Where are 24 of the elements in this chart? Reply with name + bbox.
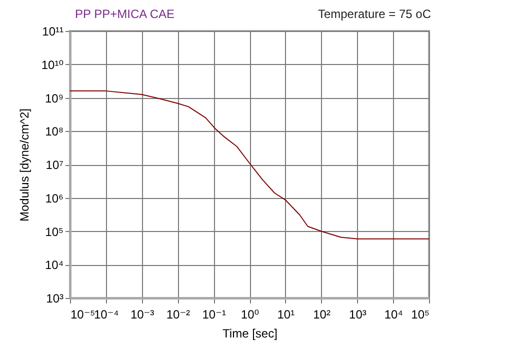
x-tick-label: 10⁻³ (130, 308, 154, 322)
y-tick-label: 10⁶ (45, 191, 64, 206)
x-tick-label: 10³ (349, 308, 366, 322)
x-tick-label: 10⁻¹ (202, 308, 226, 322)
y-tick-label: 10⁵ (45, 224, 64, 239)
text: Temperature = 75 oC (318, 7, 432, 21)
x-axis-title: Time [sec] (222, 326, 278, 340)
y-tick-label: 10⁴ (44, 258, 64, 272)
x-tick-label: 10⁵ (411, 308, 430, 322)
y-tick-label: 10⁸ (45, 124, 64, 139)
y-tick-label: 10⁷ (46, 158, 64, 172)
x-tick-label: 10⁴ (384, 308, 403, 322)
y-tick-label: 10⁹ (45, 91, 64, 106)
y-axis-title: Modulus [dyne/cm^2] (17, 108, 32, 222)
x-tick-label: 10⁻² (166, 308, 190, 322)
x-tick-label: 10⁻⁴ (94, 308, 119, 322)
x-tick-label: 10⁻⁵ (70, 308, 96, 322)
chart-title: PP PP+MICA CAE (75, 7, 174, 21)
x-tick-label: 10¹ (277, 308, 295, 322)
y-tick-label: 10¹¹ (42, 24, 64, 38)
x-tick-label: 10⁰ (240, 308, 260, 322)
y-tick-label: 10³ (46, 292, 64, 306)
x-tick-label: 10² (313, 308, 330, 322)
y-tick-label: 10¹⁰ (41, 58, 64, 72)
